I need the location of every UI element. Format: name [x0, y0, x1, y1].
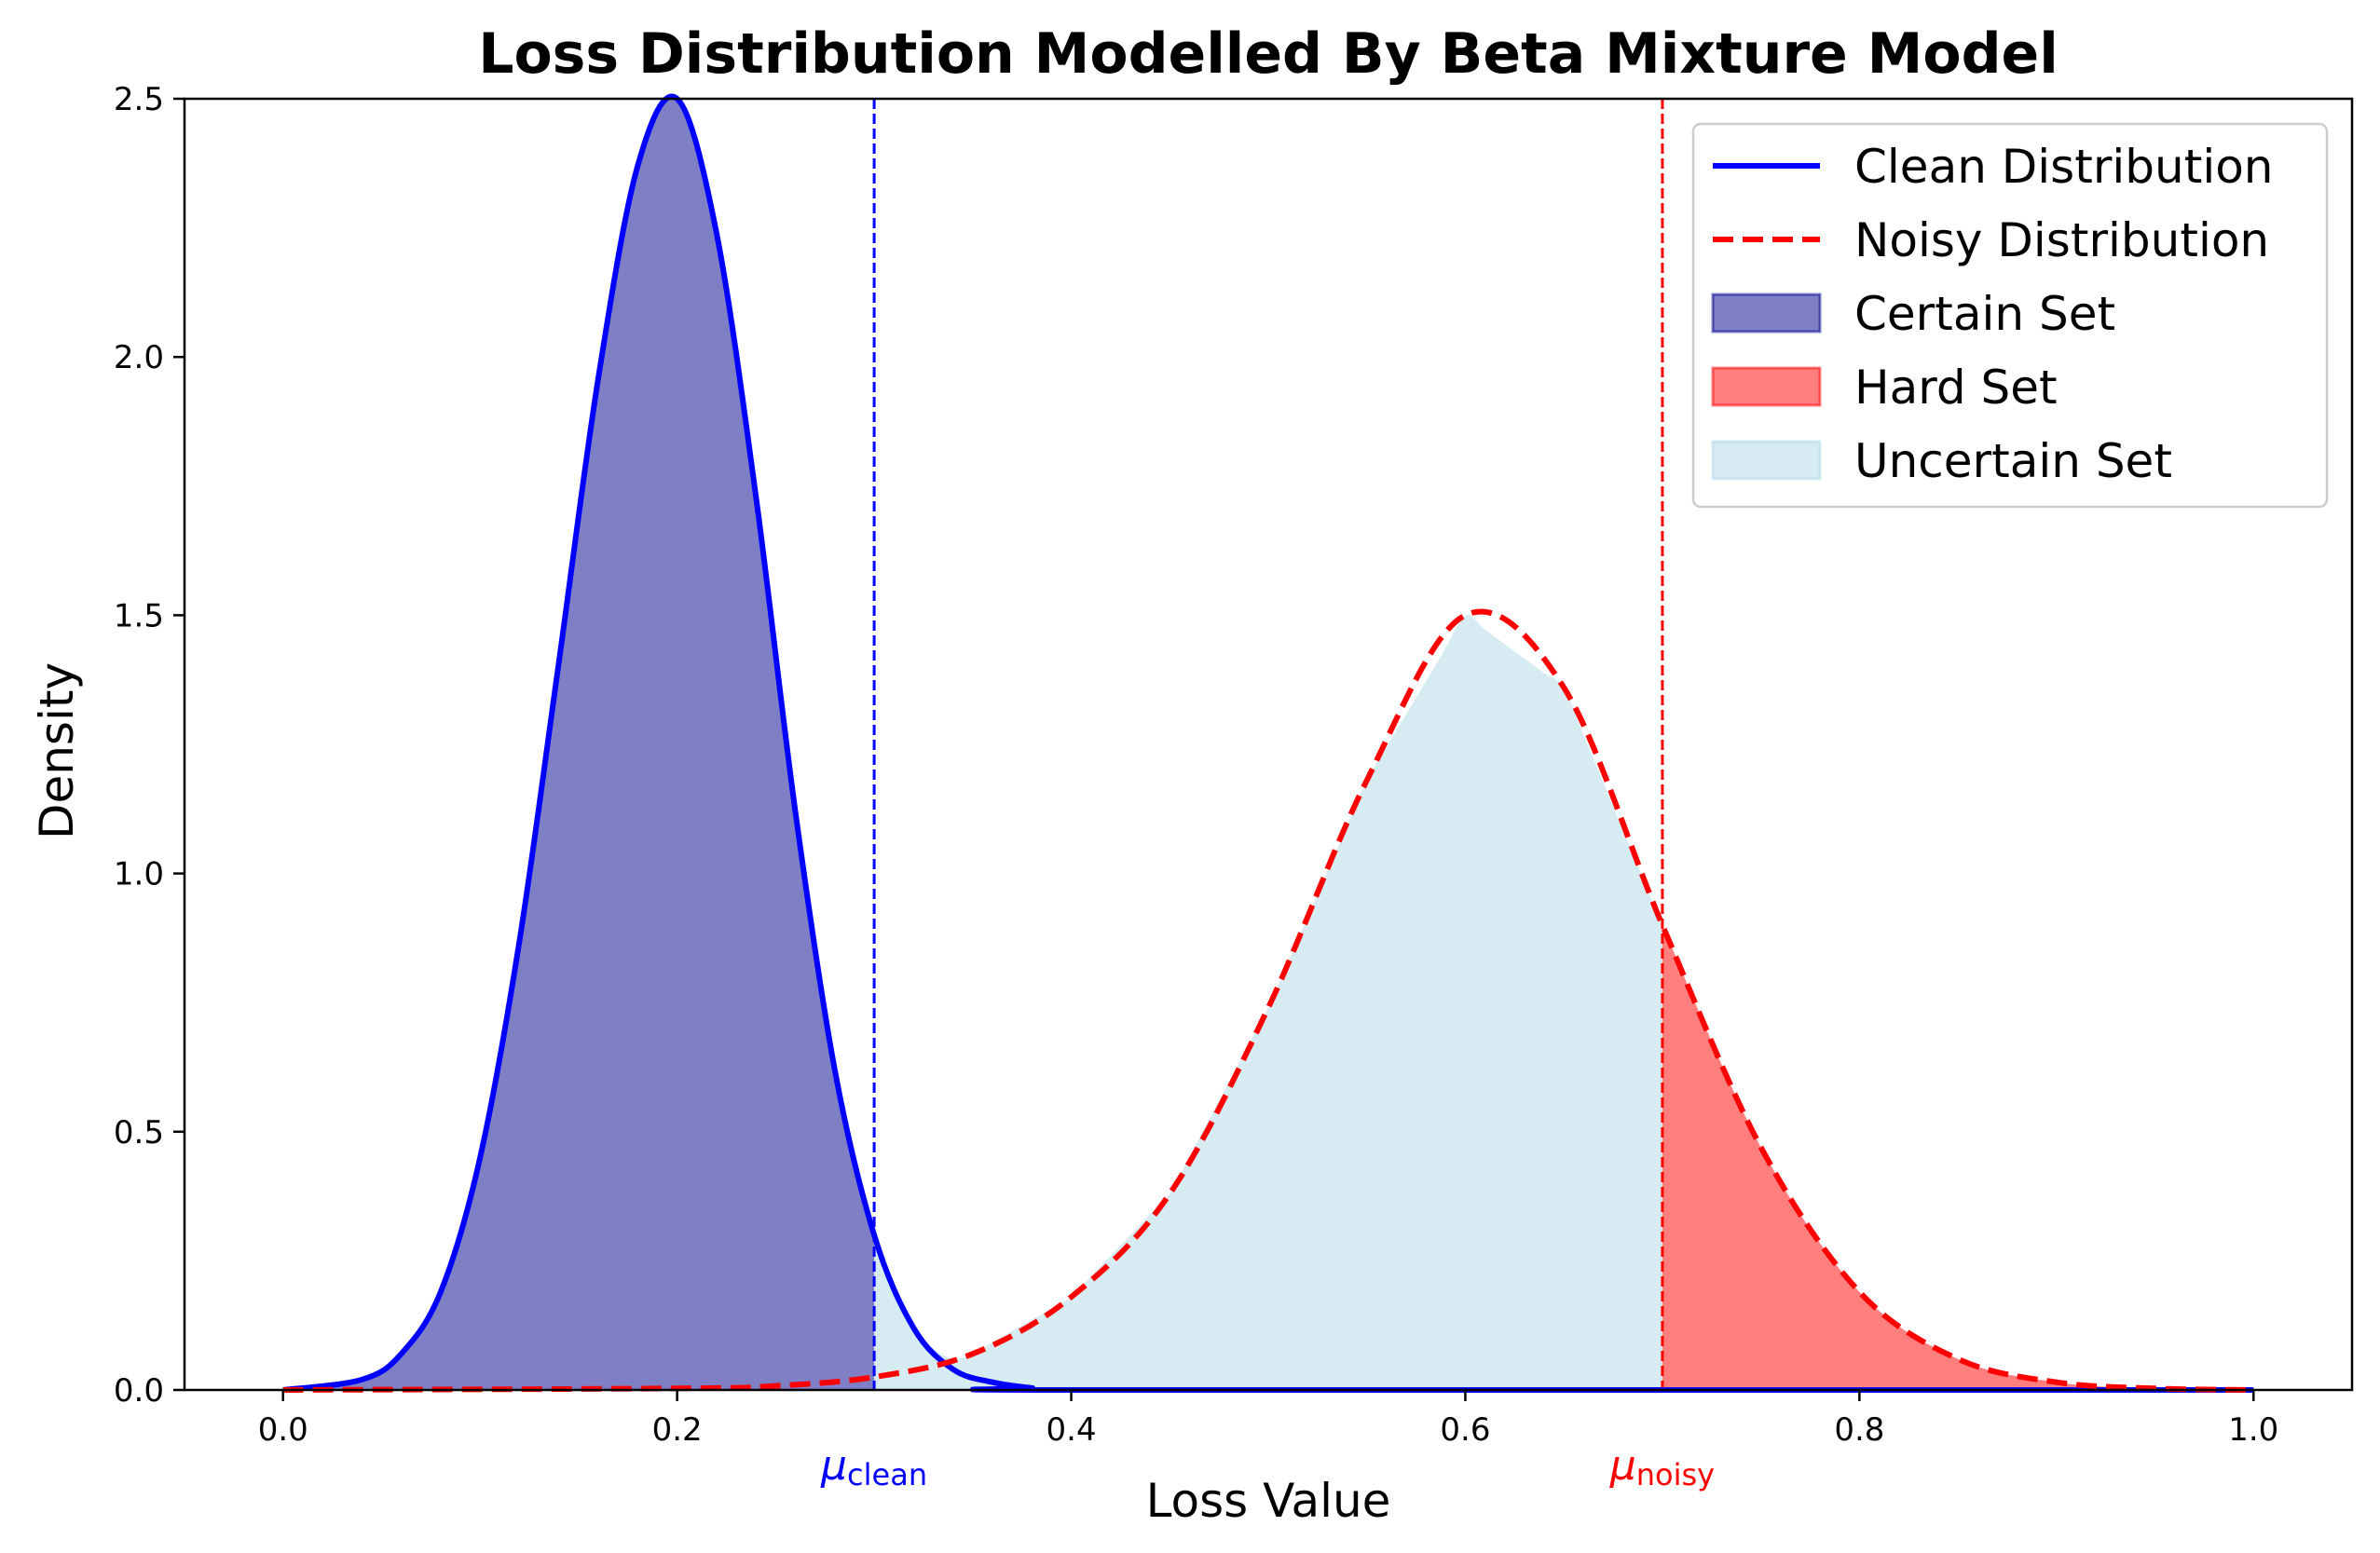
certain-set-area — [282, 96, 875, 1391]
y-tick-label: 0.5 — [114, 1114, 164, 1151]
mu-symbol: μ — [1609, 1442, 1636, 1490]
x-tick-label: 0.6 — [1440, 1411, 1490, 1449]
noisy-distribution-line — [282, 608, 2254, 1393]
y-axis-label: Density — [30, 662, 84, 839]
y-tick-label: 1.5 — [114, 597, 164, 634]
legend-label-uncertain-set: Uncertain Set — [1854, 434, 2172, 488]
x-tick-label: 0.8 — [1834, 1411, 1884, 1449]
legend-label-noisy-distribution: Noisy Distribution — [1854, 213, 2269, 267]
x-tick-label: 0.4 — [1046, 1411, 1097, 1449]
y-tick-label: 0.0 — [114, 1372, 164, 1410]
uncertain-set-area — [874, 614, 1662, 1390]
legend-box — [1691, 122, 2329, 509]
x-axis-label: Loss Value — [1146, 1474, 1391, 1528]
hard-set-area — [1662, 925, 2254, 1390]
x-tick-label: 0.0 — [258, 1411, 308, 1449]
legend-label-certain-set: Certain Set — [1854, 287, 2115, 341]
mu-noisy-label: μnoisy — [1609, 1442, 1715, 1492]
legend-swatch-hard-set — [1711, 366, 1822, 407]
axes-frame — [183, 97, 2354, 1392]
mu-subscript: noisy — [1636, 1457, 1715, 1492]
x-tick-label: 0.2 — [652, 1411, 703, 1449]
legend-label-hard-set: Hard Set — [1854, 361, 2058, 415]
mu-symbol: μ — [820, 1442, 847, 1490]
legend: Clean Distribution Noisy Distribution Cert… — [1691, 122, 2329, 509]
y-tick-label: 1.0 — [114, 856, 164, 893]
legend-label-clean-distribution: Clean Distribution — [1854, 140, 2274, 194]
chart-title: Loss Distribution Modelled By Beta Mixtu… — [478, 21, 2059, 87]
clean-distribution-line — [282, 93, 2254, 1394]
x-tick-label: 1.0 — [2228, 1411, 2278, 1449]
mu-clean-label: μclean — [820, 1442, 927, 1492]
legend-swatch-uncertain-set — [1711, 440, 1822, 481]
mu-subscript: clean — [847, 1457, 927, 1492]
y-tick-label: 2.5 — [114, 81, 164, 118]
y-tick-label: 2.0 — [114, 339, 164, 376]
legend-swatch-certain-set — [1711, 293, 1822, 334]
